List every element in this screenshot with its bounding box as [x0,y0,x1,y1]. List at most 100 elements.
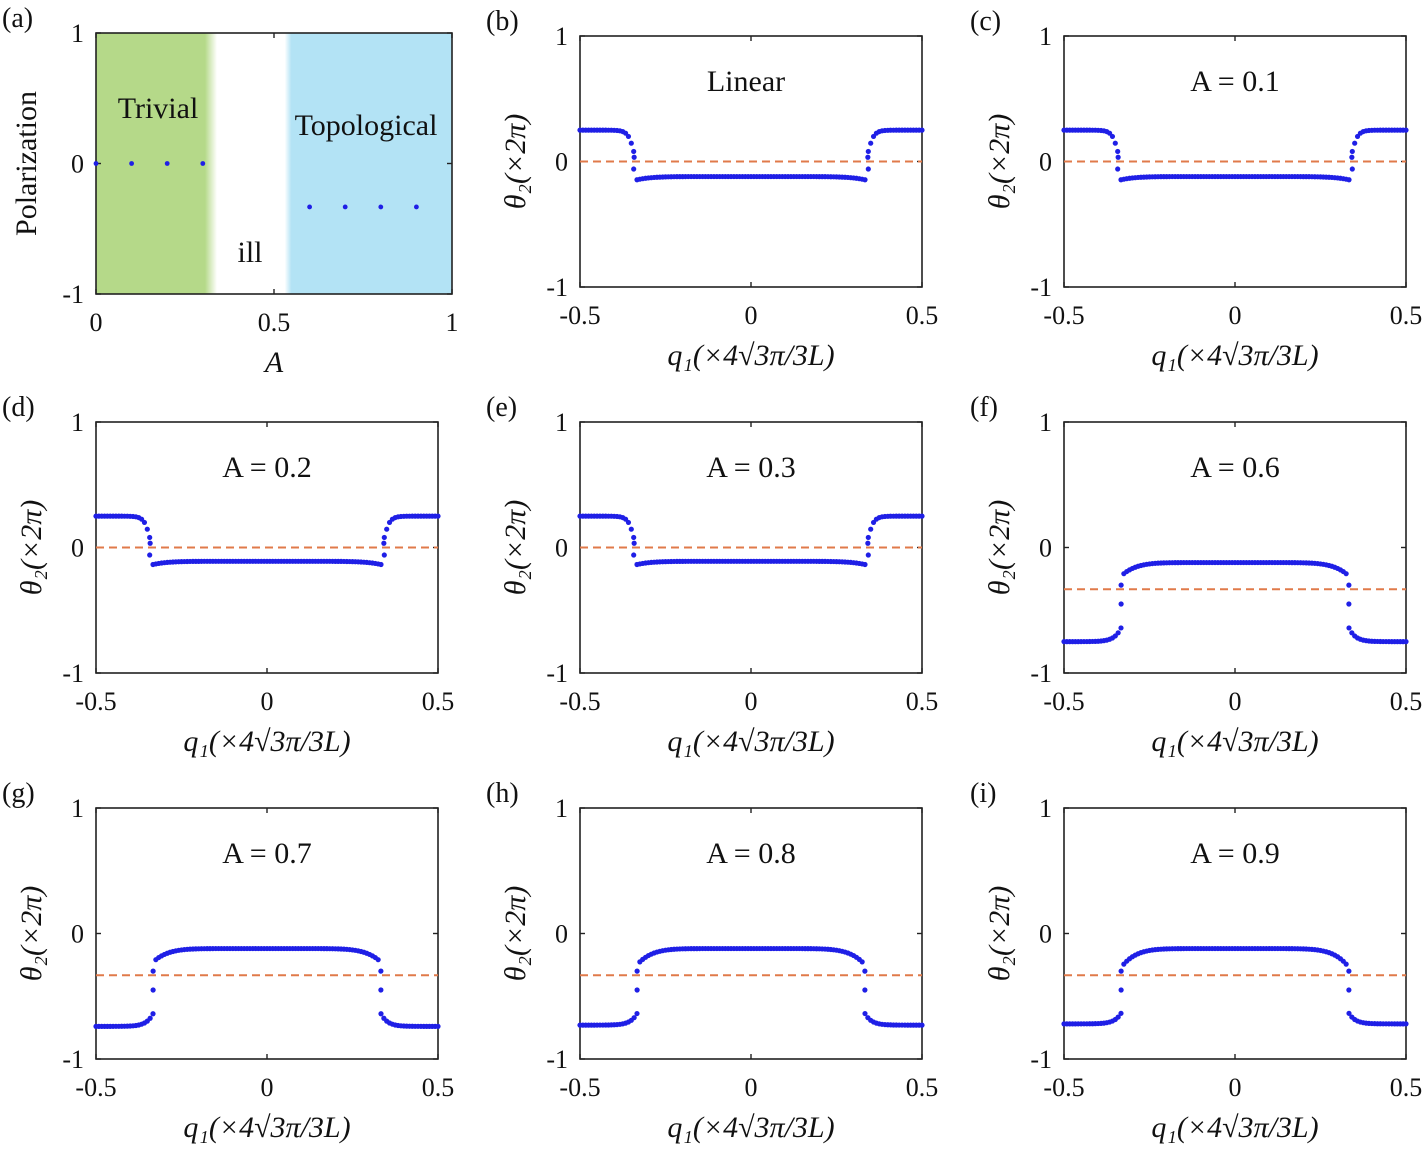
data-point [144,526,150,532]
data-point [150,987,156,993]
x-tick-label: 0 [90,308,103,337]
data-point [1118,625,1124,631]
panel-annotation: A = 0.9 [1190,837,1279,870]
data-point [625,133,632,140]
panel-label: (c) [970,6,1001,37]
x-tick-label: -0.5 [75,687,116,716]
data-point [919,1022,925,1028]
y-axis-label: θ₂(×2π) [983,114,1016,209]
y-tick-label: 0 [555,920,568,949]
y-tick-label: 0 [71,920,84,949]
y-axis-label: θ₂(×2π) [983,500,1016,595]
data-point [1118,601,1124,607]
data-point [93,161,99,166]
data-point [1118,1010,1124,1016]
x-tick-label: -0.5 [559,1073,600,1102]
y-tick-label: 1 [555,794,568,823]
x-tick-label: -0.5 [559,687,600,716]
data-point [1346,177,1352,183]
data-point [1352,140,1358,146]
data-point [307,204,312,210]
data-point [631,1015,637,1021]
panel-annotation: A = 0.6 [1190,451,1279,484]
data-point [378,987,384,993]
data-point [147,1015,153,1021]
y-tick-label: -1 [546,1045,568,1074]
data-point [1343,961,1349,967]
panel-label: (h) [486,778,519,809]
data-point [1118,987,1124,993]
panel-d: -0.5 0 0.5 -1 0 1 (d) A = 0.2 q₁(×4√3π/3L) θ₂(×2π… [2,392,454,758]
data-point [1349,148,1355,155]
y-tick-label: 0 [1039,148,1052,177]
data-point [634,987,640,993]
panel-c: -0.5 0 0.5 -1 0 1 (c) A = 0.1 q₁(×4√3π/3L) θ₂(×2π… [970,6,1422,372]
data-point [625,519,632,526]
data-point [859,959,865,965]
panel-annotation: A = 0.1 [1190,65,1279,98]
y-tick-label: 0 [1039,534,1052,563]
y-axis-label: Polarization [10,91,43,236]
y-tick-label: -1 [62,280,84,309]
data-point [1115,630,1121,636]
data-point [628,140,634,146]
x-tick-label: 0.5 [422,1073,455,1102]
x-tick-label: -0.5 [1043,687,1084,716]
data-point [634,968,640,974]
data-point [1403,1021,1409,1027]
panel-annotation: A = 0.2 [222,451,311,484]
data-point [862,987,868,993]
data-point [1115,148,1121,155]
data-point [865,540,871,546]
data-point [1349,154,1355,160]
data-point [435,513,441,519]
data-point [1112,140,1118,146]
x-tick-label: 0.5 [1390,1073,1423,1102]
data-point [378,204,384,210]
y-tick-label: -1 [62,1045,84,1074]
y-axis-label: θ₂(×2π) [499,114,532,209]
y-axis-label: θ₂(×2π) [499,500,532,595]
x-tick-label: -0.5 [1043,301,1084,330]
data-point [164,161,170,166]
data-point [631,166,637,172]
data-point [150,968,156,974]
x-tick-label: 0.5 [258,308,291,337]
y-tick-label: -1 [62,659,84,688]
data-point [919,513,925,519]
data-point [384,526,390,532]
data-point [1346,625,1352,631]
y-tick-label: -1 [1030,659,1052,688]
panel-annotation: A = 0.7 [222,837,311,870]
region-label-trivial: Trivial [118,92,199,125]
data-point [435,1023,441,1029]
data-point [865,166,871,172]
x-tick-label: 0 [1229,687,1242,716]
x-tick-label: 0 [261,687,274,716]
data-point [1346,601,1352,607]
region-trivial [96,33,218,294]
y-tick-label: 1 [71,794,84,823]
y-tick-label: -1 [546,659,568,688]
data-point [631,148,637,155]
x-axis-label: q₁(×4√3π/3L) [667,1111,834,1144]
panel-i: -0.5 0 0.5 -1 0 1 (i) A = 0.9 q₁(×4√3π/3L) θ₂(×2π… [970,778,1422,1144]
data-point [862,1010,868,1017]
data-point [147,534,153,541]
y-tick-label: 0 [555,534,568,563]
y-tick-label: 1 [1039,794,1052,823]
data-point [631,552,637,558]
panel-h: -0.5 0 0.5 -1 0 1 (h) A = 0.8 q₁(×4√3π/3L) θ₂(×2π… [486,778,938,1144]
y-tick-label: 0 [71,534,84,563]
y-axis-label: θ₂(×2π) [983,886,1016,981]
data-point [378,1011,384,1017]
data-point [381,534,387,541]
y-axis-label: θ₂(×2π) [15,500,48,595]
panel-label: (d) [2,392,35,423]
x-axis-label: q₁(×4√3π/3L) [667,725,834,758]
x-tick-label: 0 [261,1073,274,1102]
y-tick-label: 1 [1039,408,1052,437]
y-tick-label: 0 [71,150,84,179]
